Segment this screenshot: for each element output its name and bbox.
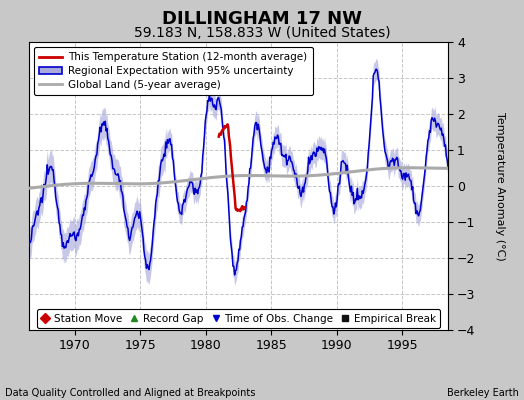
Legend: Station Move, Record Gap, Time of Obs. Change, Empirical Break: Station Move, Record Gap, Time of Obs. C… [37,309,440,328]
Text: Berkeley Earth: Berkeley Earth [447,388,519,398]
Text: 59.183 N, 158.833 W (United States): 59.183 N, 158.833 W (United States) [134,26,390,40]
Text: DILLINGHAM 17 NW: DILLINGHAM 17 NW [162,10,362,28]
Y-axis label: Temperature Anomaly (°C): Temperature Anomaly (°C) [495,112,505,260]
Text: Data Quality Controlled and Aligned at Breakpoints: Data Quality Controlled and Aligned at B… [5,388,256,398]
